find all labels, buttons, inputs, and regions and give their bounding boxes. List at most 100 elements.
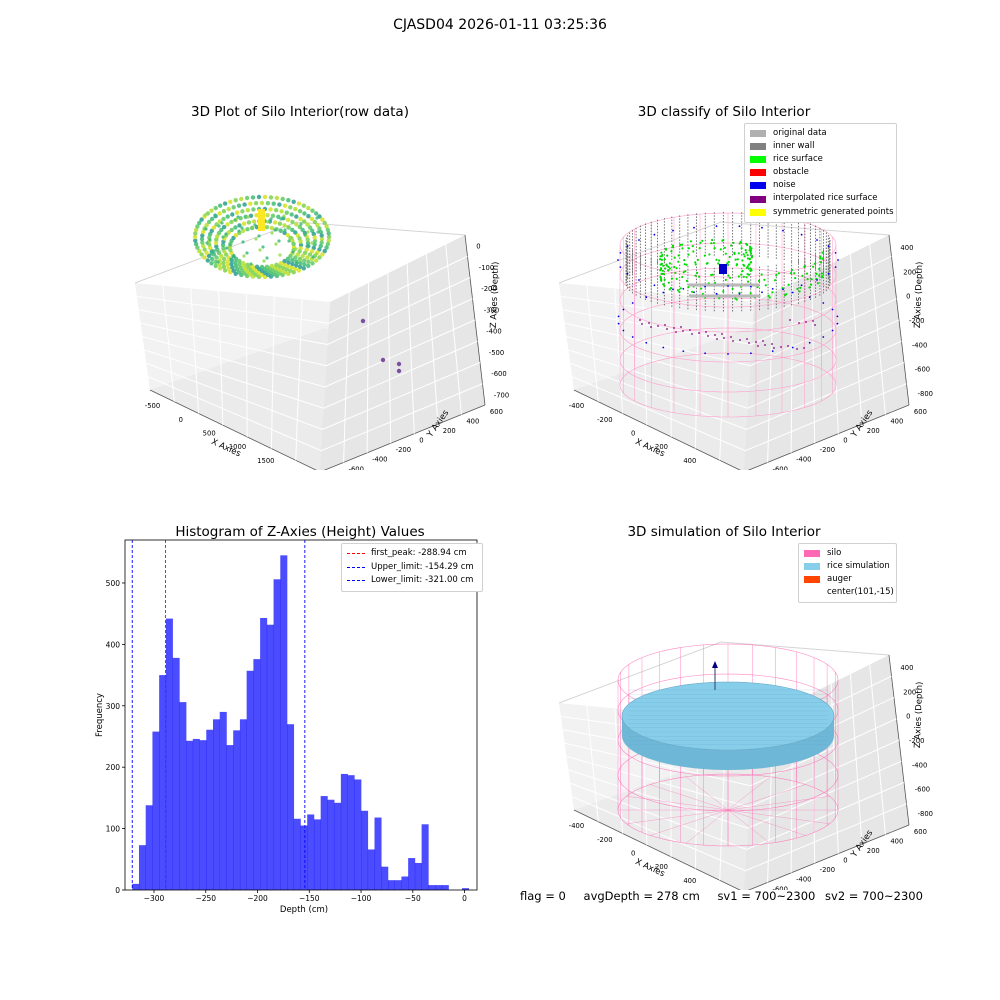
rice-surface-point — [718, 259, 721, 262]
raw-point — [195, 224, 200, 229]
noise-point — [827, 245, 830, 248]
rice-surface-point — [667, 269, 670, 272]
silo-spoke — [685, 776, 729, 811]
noise-point — [682, 350, 685, 352]
rice-surface-point — [738, 242, 741, 245]
raw-point — [245, 262, 250, 267]
grid-line — [136, 255, 468, 324]
histogram-bar — [280, 555, 288, 890]
rice-surface-point — [728, 276, 732, 279]
interpolated-point — [639, 319, 641, 321]
raw-point — [253, 201, 259, 206]
raw-point — [214, 244, 219, 249]
x-tick-label: -200 — [597, 836, 612, 844]
z-tick-label: -600 — [915, 366, 930, 374]
noise-point — [662, 346, 665, 349]
simulation-panel-title: 3D simulation of Silo Interior — [627, 524, 821, 540]
silo-spoke — [626, 795, 729, 811]
x-tick-label: −50 — [405, 894, 421, 903]
x-tick-label: -400 — [569, 822, 584, 830]
rice-surface-point — [679, 287, 682, 290]
raw-point — [282, 262, 287, 267]
rice-surface-point — [685, 279, 689, 282]
raw-point — [302, 219, 306, 223]
grid-line — [562, 277, 895, 346]
raw-point — [214, 255, 219, 260]
rice-surface-point — [660, 272, 663, 275]
histogram-bar — [293, 818, 301, 890]
raw-point — [283, 228, 287, 232]
legend-item-center: center(101,-15) — [804, 586, 894, 599]
raw-point — [251, 207, 256, 212]
raw-point — [218, 266, 223, 271]
raw-point — [310, 208, 315, 213]
noise-point — [791, 291, 794, 294]
raw-point — [290, 219, 295, 225]
rice-surface-point — [673, 256, 676, 259]
noise-point — [837, 259, 839, 261]
raw-point — [303, 233, 307, 237]
raw-point — [219, 253, 224, 259]
flag-text: flag = 0 — [520, 889, 566, 903]
raw-point — [209, 208, 214, 213]
histogram-bar — [334, 802, 342, 890]
noise-point — [638, 279, 640, 281]
noise-point — [808, 296, 811, 299]
rice-surface-point — [679, 243, 682, 246]
legend-swatch — [750, 182, 766, 190]
y-tick-label: 200 — [443, 427, 456, 435]
rice-surface-point — [818, 274, 821, 277]
raw-point — [310, 228, 315, 233]
interpolated-point — [762, 340, 764, 342]
original-data-point — [739, 294, 743, 298]
histogram-bar — [260, 617, 268, 890]
rice-simulation-top — [621, 681, 835, 751]
raw-point — [293, 230, 298, 235]
raw-point — [251, 219, 257, 224]
original-data-point — [749, 294, 753, 298]
z-tick-label: -200 — [909, 317, 924, 325]
interpolated-point — [757, 345, 759, 347]
raw-point — [282, 203, 288, 208]
rice-surface-point — [659, 258, 662, 261]
y-tick-label: 0 — [843, 857, 847, 865]
histogram-bar — [206, 729, 214, 890]
noise-point — [750, 352, 752, 355]
z-tick-label: 400 — [900, 664, 913, 672]
raw-point — [288, 205, 293, 210]
noise-point — [791, 346, 794, 349]
rice-surface-point — [724, 252, 727, 255]
y-tick-label: 400 — [890, 837, 903, 845]
y-tick-label: -200 — [820, 866, 835, 874]
raw-point — [237, 223, 242, 228]
rice-surface-point — [760, 273, 763, 276]
legend-swatch — [750, 208, 766, 216]
histogram-bar — [347, 775, 355, 890]
raw-point — [310, 241, 314, 245]
interpolated-point — [812, 320, 814, 322]
rice-surface-point — [748, 249, 751, 252]
rice-surface-point — [743, 255, 746, 258]
histogram-bar — [367, 849, 375, 890]
rice-surface-point — [774, 279, 777, 282]
rice-surface-point — [750, 256, 754, 259]
histogram-bar — [354, 779, 362, 890]
raw-point — [287, 239, 291, 243]
rice-surface-point — [745, 251, 748, 254]
z-tick-label: -200 — [909, 737, 924, 745]
raw-point — [254, 264, 260, 269]
raw-point — [197, 248, 202, 254]
legend-swatch — [804, 563, 820, 571]
noise-point — [693, 291, 695, 294]
legend-label: rice surface — [773, 154, 823, 165]
legend-item-first-peak: first_peak: -288.94 cm — [347, 547, 477, 561]
legend-label: center(101,-15) — [827, 587, 894, 598]
y-tick-label: 200 — [106, 763, 121, 772]
raw-point — [229, 219, 234, 225]
x-axis-label: X Axies — [634, 437, 667, 460]
raw-point — [233, 225, 238, 230]
raw-point — [317, 255, 322, 260]
rice-surface-point — [723, 246, 727, 249]
raw-point — [246, 220, 252, 225]
legend-line — [347, 580, 365, 582]
